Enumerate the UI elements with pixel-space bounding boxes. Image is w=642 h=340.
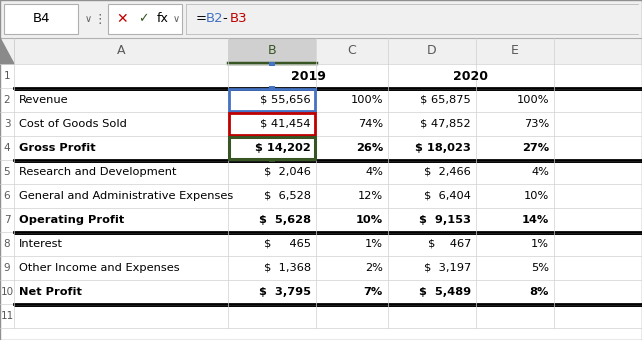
Text: $ 47,852: $ 47,852 [421,119,471,129]
Text: B: B [268,45,276,57]
Text: A: A [117,45,125,57]
Text: 1: 1 [4,71,10,81]
Text: ✓: ✓ [138,13,148,26]
Bar [0,184,642,208]
Text: $ 55,656: $ 55,656 [261,95,311,105]
Text: ⋮: ⋮ [94,13,106,26]
Bar [0,112,642,136]
Text: B2: B2 [206,13,223,26]
Bar [0,0,642,38]
Polygon shape [0,38,14,64]
Text: 10%: 10% [524,191,549,201]
Text: 26%: 26% [356,143,383,153]
Text: Net Profit: Net Profit [19,287,82,297]
Text: 8: 8 [4,239,10,249]
Text: 9: 9 [4,263,10,273]
Text: 2%: 2% [365,263,383,273]
Text: 3: 3 [4,119,10,129]
Text: 100%: 100% [351,95,383,105]
Text: General and Administrative Expenses: General and Administrative Expenses [19,191,233,201]
Bar [229,137,315,159]
Text: 12%: 12% [358,191,383,201]
Text: $  2,466: $ 2,466 [424,167,471,177]
Text: $ 41,454: $ 41,454 [261,119,311,129]
Bar [0,232,642,256]
Bar [229,113,315,135]
Text: D: D [427,45,437,57]
Text: 6: 6 [4,191,10,201]
Text: Operating Profit: Operating Profit [19,215,125,225]
Text: $  9,153: $ 9,153 [419,215,471,225]
Text: =: = [196,13,207,26]
Text: $  3,795: $ 3,795 [259,287,311,297]
Bar [0,136,642,160]
Text: Gross Profit: Gross Profit [19,143,96,153]
Bar [108,4,182,34]
Bar [0,280,642,304]
Text: 5: 5 [4,167,10,177]
Text: 74%: 74% [358,119,383,129]
Text: Other Income and Expenses: Other Income and Expenses [19,263,180,273]
Bar [0,88,642,112]
Text: Research and Development: Research and Development [19,167,177,177]
Text: $ 18,023: $ 18,023 [415,143,471,153]
Bar [4,4,78,34]
Text: E: E [511,45,519,57]
Text: $ 65,875: $ 65,875 [421,95,471,105]
Text: ∨: ∨ [173,14,180,24]
Text: $  2,046: $ 2,046 [264,167,311,177]
Text: 7: 7 [4,215,10,225]
Text: -: - [222,13,227,26]
Text: 4%: 4% [531,167,549,177]
Bar [0,304,642,328]
Text: fx: fx [157,13,169,26]
Text: 100%: 100% [517,95,549,105]
Bar [228,38,316,64]
Text: Cost of Goods Sold: Cost of Goods Sold [19,119,127,129]
Bar [269,86,275,90]
Text: $  5,489: $ 5,489 [419,287,471,297]
Bar [0,256,642,280]
Bar [0,38,14,64]
Bar [229,89,315,111]
Text: $    467: $ 467 [428,239,471,249]
Text: 1%: 1% [365,239,383,249]
Text: $  6,528: $ 6,528 [264,191,311,201]
Text: 14%: 14% [522,215,549,225]
Text: Revenue: Revenue [19,95,69,105]
Text: 27%: 27% [522,143,549,153]
Text: $ 14,202: $ 14,202 [256,143,311,153]
Bar [0,38,642,64]
Text: $     465: $ 465 [264,239,311,249]
Text: 10%: 10% [356,215,383,225]
Text: $  5,628: $ 5,628 [259,215,311,225]
Bar [269,62,275,66]
Text: 10: 10 [1,287,13,297]
Bar [269,158,275,162]
Text: $  6,404: $ 6,404 [424,191,471,201]
Text: $  1,368: $ 1,368 [264,263,311,273]
Text: 2020: 2020 [453,69,489,83]
Text: 2019: 2019 [291,69,325,83]
Text: 8%: 8% [530,287,549,297]
Text: 1%: 1% [531,239,549,249]
Bar [0,208,642,232]
Text: 5%: 5% [531,263,549,273]
Bar [0,64,642,88]
Text: 4: 4 [4,143,10,153]
Text: 2: 2 [4,95,10,105]
Text: 11: 11 [1,311,13,321]
Text: 73%: 73% [524,119,549,129]
Text: 4%: 4% [365,167,383,177]
Text: $  3,197: $ 3,197 [424,263,471,273]
Text: C: C [347,45,356,57]
Text: 7%: 7% [364,287,383,297]
Text: Interest: Interest [19,239,63,249]
Text: B4: B4 [32,13,49,26]
Text: ✕: ✕ [116,12,128,26]
Bar [0,160,642,184]
Text: ∨: ∨ [85,14,92,24]
Text: B3: B3 [230,13,248,26]
